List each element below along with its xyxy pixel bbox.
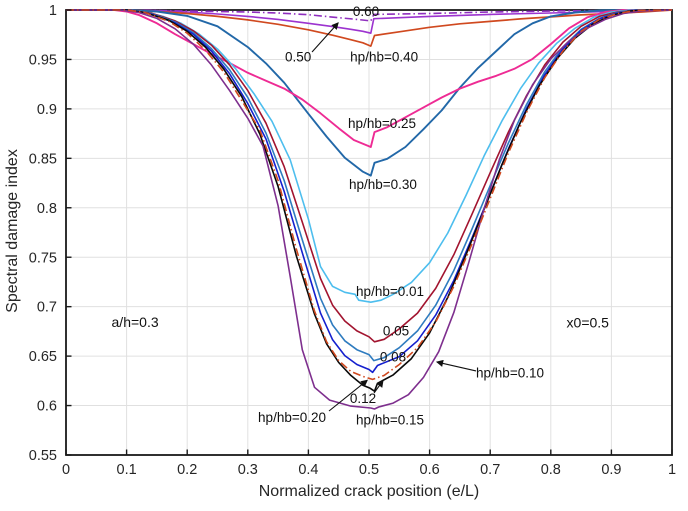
series-hp-hb-0.01 xyxy=(66,9,672,303)
x-tick-label-0.6: 0.6 xyxy=(420,462,440,478)
series-hp-hb-0.30 xyxy=(66,9,672,177)
annotation-label-0.30: hp/hb=0.30 xyxy=(349,177,417,192)
annotation-label-0.25: hp/hb=0.25 xyxy=(348,116,416,131)
annotation-label-0.20: hp/hb=0.20 xyxy=(258,410,326,425)
annotation-arrow-0.12 xyxy=(373,379,384,394)
x-tick-label-0.7: 0.7 xyxy=(480,462,500,478)
annotation-arrow-0.20 xyxy=(328,379,369,412)
annotation-label-0.08: 0.08 xyxy=(380,350,406,365)
annotation-label-0.50: 0.50 xyxy=(285,50,311,65)
y-tick-label-0.7: 0.7 xyxy=(37,300,57,316)
series-hp-hb-0.10 xyxy=(66,9,673,374)
annotation-arrow-0.10 xyxy=(435,359,477,372)
series-hp-hb-0.50 xyxy=(66,9,673,34)
annotation-label-0.05: 0.05 xyxy=(383,324,409,339)
y-tick-label-0.85: 0.85 xyxy=(29,151,57,167)
y-tick-label-0.95: 0.95 xyxy=(29,53,57,69)
series-hp-hb-0.15 xyxy=(66,9,673,410)
y-tick-label-0.9: 0.9 xyxy=(37,102,57,118)
y-tick-label-0.55: 0.55 xyxy=(29,448,57,464)
x-tick-label-0.3: 0.3 xyxy=(238,462,258,478)
annotation-arrow-0.50 xyxy=(311,22,339,53)
annotation-label-0.10: hp/hb=0.10 xyxy=(476,366,544,381)
y-axis-title: Spectral damage index xyxy=(4,149,21,313)
series-hp-hb-0.25 xyxy=(66,9,672,148)
y-tick-label-0.65: 0.65 xyxy=(29,349,57,365)
x-tick-label-1: 1 xyxy=(668,462,676,478)
series-hp-hb-0.05 xyxy=(66,9,672,343)
y-tick-label-0.75: 0.75 xyxy=(29,250,57,266)
annotation-label-x0: x0=0.5 xyxy=(567,314,610,330)
x-tick-label-0: 0 xyxy=(62,462,70,478)
annotation-label-0.15: hp/hb=0.15 xyxy=(356,413,424,428)
y-tick-label-0.8: 0.8 xyxy=(37,201,57,217)
annotation-label-0.12: 0.12 xyxy=(350,391,376,406)
y-tick-label-1: 1 xyxy=(49,3,57,19)
annotation-label-0.01: hp/hb=0.01 xyxy=(356,284,424,299)
annotation-label-0.60: 0.60 xyxy=(353,4,379,19)
x-tick-label-0.5: 0.5 xyxy=(359,462,379,478)
x-axis-title: Normalized crack position (e/L) xyxy=(258,483,480,500)
annotation-label-a-h: a/h=0.3 xyxy=(112,314,159,330)
y-tick-label-0.6: 0.6 xyxy=(37,399,57,415)
x-tick-label-0.1: 0.1 xyxy=(117,462,137,478)
x-tick-label-0.8: 0.8 xyxy=(541,462,561,478)
annotation-label-0.40: hp/hb=0.40 xyxy=(350,50,418,65)
series-hp-hb-0.08 xyxy=(66,9,672,362)
series-hp-hb-0.40 xyxy=(66,9,673,47)
x-tick-label-0.4: 0.4 xyxy=(298,462,318,478)
series-hp-hb-0.20 xyxy=(66,9,673,381)
x-tick-label-0.9: 0.9 xyxy=(601,462,621,478)
x-tick-label-0.2: 0.2 xyxy=(177,462,197,478)
